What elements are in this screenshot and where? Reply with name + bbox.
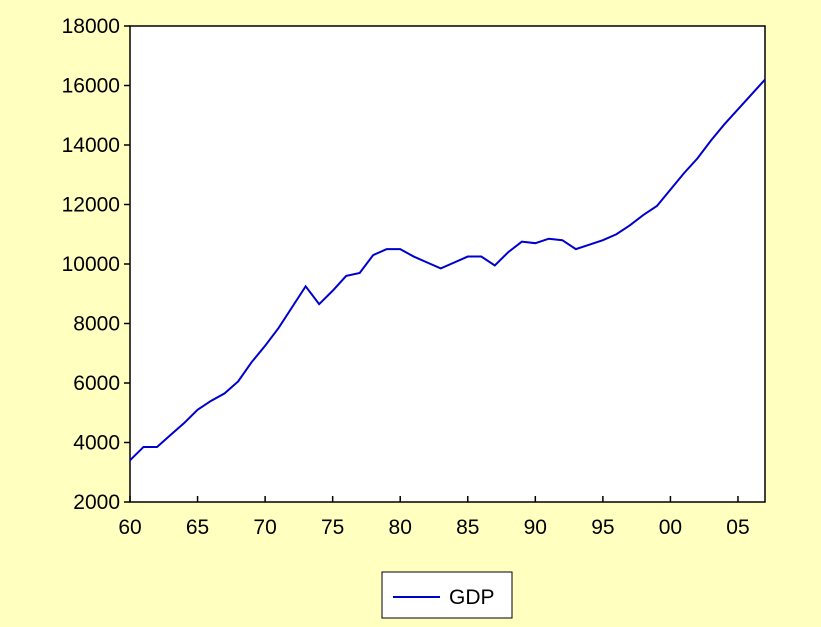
- x-tick-label: 00: [659, 516, 682, 539]
- legend-box: [381, 571, 513, 619]
- x-tick-label: 75: [321, 516, 344, 539]
- y-tick-label: 18000: [62, 15, 120, 38]
- x-tick-label: 95: [591, 516, 614, 539]
- gdp-series-line: [129, 78, 766, 462]
- x-tick-label: 05: [726, 516, 749, 539]
- y-tick-label: 6000: [73, 372, 120, 395]
- x-tick-label: 70: [253, 516, 276, 539]
- y-tick-label: 8000: [73, 313, 120, 336]
- legend: GDP: [381, 571, 513, 619]
- x-axis: 60 65 70 75 80 85 90 95 00 05: [118, 496, 750, 539]
- y-tick-label: 4000: [73, 432, 120, 455]
- plot-area: [129, 25, 766, 503]
- x-tick-label: 60: [118, 516, 141, 539]
- y-tick-label: 14000: [62, 134, 120, 157]
- y-tick-label: 10000: [62, 253, 120, 276]
- x-tick-label: 80: [389, 516, 412, 539]
- legend-label-gdp: GDP: [449, 586, 495, 609]
- y-tick-label: 2000: [73, 491, 120, 514]
- x-tick-label: 90: [524, 516, 547, 539]
- y-tick-label: 16000: [62, 75, 120, 98]
- y-axis: 2000 4000 6000 8000 10000 12000 14000 16000 1800…: [62, 15, 130, 514]
- x-tick-label: 85: [456, 516, 479, 539]
- x-tick-label: 65: [186, 516, 209, 539]
- y-tick-label: 12000: [62, 194, 120, 217]
